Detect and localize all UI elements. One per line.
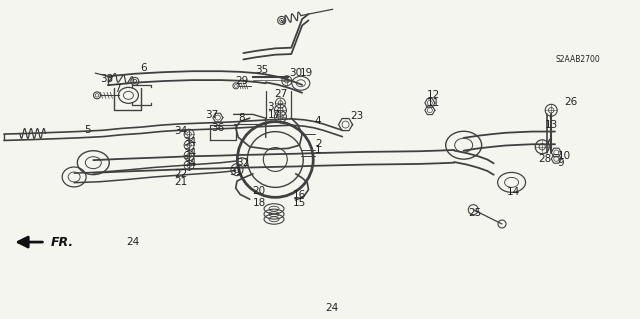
Text: 23: 23	[351, 111, 364, 121]
Text: 10: 10	[557, 151, 571, 161]
Text: 19: 19	[300, 68, 313, 78]
Text: 11: 11	[428, 98, 440, 108]
Text: 34: 34	[182, 147, 196, 158]
Text: 2: 2	[315, 139, 321, 149]
Text: 33: 33	[100, 74, 113, 85]
Text: 3: 3	[268, 102, 275, 112]
Text: S2AAB2700: S2AAB2700	[555, 55, 600, 64]
Text: 4: 4	[315, 116, 321, 126]
Text: 13: 13	[545, 120, 558, 130]
Text: 35: 35	[255, 65, 268, 75]
Text: 8: 8	[238, 113, 245, 122]
Text: 36: 36	[211, 123, 225, 133]
Text: 6: 6	[140, 63, 147, 73]
Text: 34: 34	[174, 126, 188, 136]
Text: 12: 12	[428, 90, 440, 100]
Text: 26: 26	[564, 97, 577, 107]
Text: 28: 28	[538, 154, 552, 165]
Text: 7: 7	[115, 84, 121, 94]
Text: 24: 24	[126, 237, 139, 247]
Text: 29: 29	[236, 76, 249, 86]
Text: 1: 1	[315, 145, 321, 155]
Text: 34: 34	[182, 158, 196, 168]
Text: 9: 9	[557, 158, 564, 168]
Text: 15: 15	[293, 198, 307, 208]
Text: 24: 24	[325, 303, 339, 313]
Text: 20: 20	[253, 186, 266, 196]
Text: 14: 14	[506, 187, 520, 197]
Text: FR.: FR.	[51, 235, 74, 249]
Text: 25: 25	[468, 208, 481, 218]
Text: 32: 32	[236, 158, 249, 168]
Text: 5: 5	[84, 125, 90, 135]
Text: 22: 22	[174, 169, 188, 179]
Text: 16: 16	[293, 190, 307, 200]
Text: 27: 27	[274, 89, 287, 100]
Text: 34: 34	[182, 137, 196, 147]
Text: 18: 18	[252, 198, 266, 208]
Text: 17: 17	[268, 110, 281, 120]
Text: 21: 21	[174, 177, 188, 187]
Text: 37: 37	[205, 110, 218, 120]
Text: 30: 30	[289, 68, 303, 78]
Text: 31: 31	[229, 167, 243, 177]
